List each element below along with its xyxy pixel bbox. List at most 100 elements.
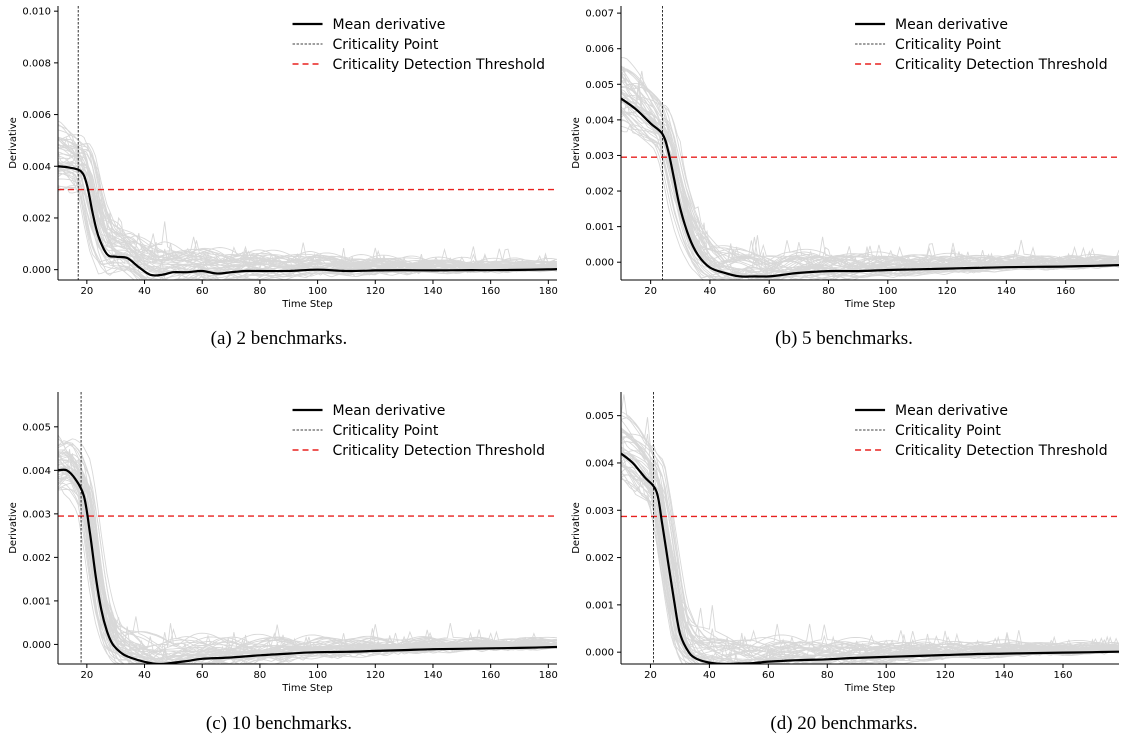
x-axis-label: Time Step [844,299,895,310]
individual-curve [58,459,557,659]
mean-derivative-line [58,165,557,277]
y-tick-label: 0.000 [585,258,614,269]
y-tick-label: 0.004 [585,458,614,469]
x-tick-label: 20 [80,670,93,681]
individual-curve [621,434,1119,654]
individual-curve [621,85,1119,271]
individual-curve [621,446,1119,664]
x-tick-label: 180 [539,286,558,297]
y-axis-label: Derivative [571,502,582,554]
individual-curve [58,155,557,274]
individual-curve [621,429,1119,655]
mean-derivative-line [58,468,557,664]
individual-curve [621,427,1119,652]
x-tick-label: 160 [1053,670,1072,681]
individual-curve [621,450,1119,661]
y-tick-label: 0.000 [22,265,51,276]
individual-curve [58,442,557,658]
y-tick-label: 0.005 [585,80,614,91]
plot-area [621,392,1119,664]
individual-curve [58,455,557,657]
individual-curve [621,394,1119,650]
individual-curve [621,433,1119,657]
individual-curve [58,434,557,647]
individual-curve [58,137,557,269]
individual-curve [58,453,557,656]
panel-caption: (c) 10 benchmarks. [206,713,352,734]
chart-panel-4: 20 40 60 80 100 120 140 160 0.000 0.001 0.002 0.003… [571,392,1119,734]
x-tick-label: 40 [703,670,716,681]
x-tick-label: 40 [704,286,717,297]
x-tick-label: 60 [763,286,776,297]
x-axis-label: Time Step [281,299,332,310]
legend-threshold-label: Criticality Detection Threshold [333,443,546,459]
individual-curve [58,458,557,661]
panel-caption: (a) 2 benchmarks. [211,328,348,349]
x-tick-label: 120 [366,670,385,681]
individual-curve [58,443,557,653]
individual-curve [58,451,557,654]
individual-curve [621,57,1119,265]
x-tick-label: 80 [822,286,835,297]
x-tick-label: 60 [762,670,775,681]
individual-curve [621,65,1119,264]
chart-panel-1: 20 40 60 80 100 120 140 160 180 0.000 0.002 0.004 0.… [8,6,558,349]
legend-criticality-label: Criticality Point [333,423,439,439]
y-tick-label: 0.008 [22,58,51,69]
panel-caption: (d) 20 benchmarks. [770,713,917,734]
x-tick-label: 100 [877,670,896,681]
individual-curve [58,134,557,268]
y-tick-label: 0.004 [22,162,51,173]
plot-area [58,392,557,664]
individual-curve [621,71,1119,270]
x-axis-label: Time Step [844,683,895,694]
individual-curve [58,147,557,270]
individual-curve [58,143,557,269]
chart-panel-3: 20 40 60 80 100 120 140 160 180 0.000 0.001 0.002 0.… [8,392,558,734]
individual-curve [621,446,1119,659]
x-tick-label: 80 [821,670,834,681]
individual-curve [621,94,1119,280]
individual-curve [58,443,557,659]
y-tick-label: 0.005 [22,422,51,433]
individual-curve [621,476,1119,664]
y-axis-label: Derivative [8,117,19,169]
y-tick-label: 0.004 [22,466,51,477]
legend-threshold-label: Criticality Detection Threshold [895,443,1108,459]
x-tick-label: 140 [995,670,1014,681]
legend: Mean derivative Criticality Point Critical… [855,17,1108,73]
legend-mean-label: Mean derivative [895,403,1008,419]
individual-curve [58,145,557,269]
individual-curve [621,431,1119,654]
x-tick-label: 20 [644,670,657,681]
individual-curve [58,449,557,651]
x-tick-label: 80 [254,286,267,297]
y-tick-label: 0.006 [585,44,614,55]
panel-caption: (b) 5 benchmarks. [775,328,913,349]
legend-mean-label: Mean derivative [333,403,446,419]
individual-curve [621,428,1119,657]
individual-curve [621,452,1119,664]
legend: Mean derivative Criticality Point Critical… [292,17,546,73]
individual-curve [58,438,557,649]
legend: Mean derivative Criticality Point Critical… [292,403,546,459]
individual-curve [58,477,557,664]
legend: Mean derivative Criticality Point Critical… [855,403,1108,459]
legend-threshold-label: Criticality Detection Threshold [895,57,1108,73]
y-tick-label: 0.003 [585,151,614,162]
y-tick-label: 0.000 [585,648,614,659]
legend-threshold-label: Criticality Detection Threshold [333,57,546,73]
individual-curve [621,68,1119,271]
legend-criticality-label: Criticality Point [333,37,439,53]
individual-curve [621,451,1119,664]
x-tick-label: 120 [366,286,385,297]
y-tick-label: 0.003 [22,509,51,520]
individual-curve [58,120,557,268]
individual-curve [58,146,557,273]
y-tick-label: 0.001 [585,222,614,233]
individual-curve [58,143,557,269]
x-tick-label: 100 [878,286,897,297]
y-tick-label: 0.007 [585,9,614,20]
mean-derivative-line [621,97,1119,278]
